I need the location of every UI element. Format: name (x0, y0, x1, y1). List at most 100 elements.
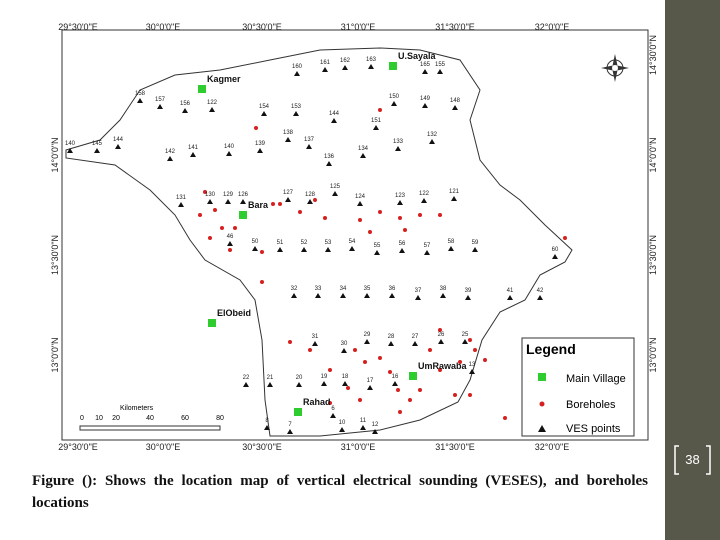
ves-label: 21 (267, 375, 274, 381)
ves-label: 156 (180, 101, 191, 107)
ves-point (293, 111, 299, 116)
ves-point (326, 161, 332, 166)
village (198, 85, 206, 93)
ves-label: 141 (188, 145, 199, 151)
ves-label: 139 (255, 141, 266, 147)
ves-point (360, 425, 366, 430)
ves-point (227, 241, 233, 246)
region-boundary (65, 47, 573, 437)
ves-label: 32 (291, 286, 298, 292)
ves-point (389, 293, 395, 298)
borehole (408, 398, 412, 402)
legend-box (521, 337, 635, 437)
right-coord: 14°0'0"N (648, 137, 658, 172)
borehole (428, 348, 432, 352)
village (409, 372, 417, 380)
ves-point (360, 153, 366, 158)
ves-label: 142 (165, 149, 176, 155)
ves-point (373, 125, 379, 130)
ves-point (438, 339, 444, 344)
ves-point (190, 152, 196, 157)
ves-label: 19 (321, 374, 328, 380)
bottom-coord: 29°30'0"E (58, 442, 98, 452)
ves-label: 137 (304, 137, 315, 143)
ves-label: 17 (367, 378, 374, 384)
ves-point (364, 293, 370, 298)
ves-label: 8 (265, 418, 269, 424)
ves-label: 12 (372, 422, 379, 428)
borehole (203, 190, 207, 194)
village-label: ElObeid (217, 308, 251, 318)
ves-label: 26 (438, 332, 445, 338)
ves-point (257, 148, 263, 153)
ves-point (451, 196, 457, 201)
ves-label: 11 (360, 418, 367, 424)
ves-label: 145 (92, 141, 103, 147)
ves-point (307, 199, 313, 204)
ves-label: 56 (399, 241, 406, 247)
ves-label: 33 (315, 286, 322, 292)
scale-tick: 20 (112, 415, 120, 422)
ves-label: 158 (135, 91, 146, 97)
ves-point (397, 200, 403, 205)
borehole (363, 360, 367, 364)
ves-label: 130 (205, 192, 216, 198)
ves-point (182, 108, 188, 113)
ves-point (412, 341, 418, 346)
borehole (468, 393, 472, 397)
ves-label: 162 (340, 58, 351, 64)
ves-point (301, 247, 307, 252)
legend-village-icon (538, 373, 546, 381)
bottom-coord: 30°0'0"E (146, 442, 181, 452)
ves-label: 29 (364, 332, 371, 338)
borehole (378, 210, 382, 214)
left-coord: 13°0'0"N (50, 337, 60, 372)
borehole (260, 280, 264, 284)
village-label: Bara (248, 200, 269, 210)
ves-label: 36 (389, 286, 396, 292)
ves-label: 31 (312, 334, 319, 340)
ves-point (252, 246, 258, 251)
borehole (328, 401, 332, 405)
ves-point (448, 246, 454, 251)
borehole (328, 368, 332, 372)
legend-borehole-icon (539, 401, 545, 407)
borehole (254, 126, 258, 130)
ves-label: 148 (450, 98, 461, 104)
borehole (278, 202, 282, 206)
page-number: 38 (685, 452, 699, 467)
top-coord: 31°30'0"E (435, 22, 475, 32)
legend-item: Main Village (566, 373, 626, 385)
village-label: U.Sayala (398, 51, 437, 61)
ves-point (296, 382, 302, 387)
scale-title: Kilometers (120, 405, 154, 412)
ves-point (226, 151, 232, 156)
borehole (358, 398, 362, 402)
ves-point (469, 369, 475, 374)
scale-tick: 0 (80, 415, 84, 422)
borehole (438, 328, 442, 332)
caption: Figure (): Shows the location map of ver… (32, 473, 648, 511)
ves-label: 46 (227, 234, 234, 240)
ves-label: 22 (243, 375, 250, 381)
ves-point (94, 148, 100, 153)
village (389, 62, 397, 70)
ves-point (537, 295, 543, 300)
borehole (228, 248, 232, 252)
ves-point (357, 201, 363, 206)
ves-point (306, 144, 312, 149)
borehole (378, 108, 382, 112)
bottom-coord: 30°30'0"E (242, 442, 282, 452)
ves-label: 10 (339, 420, 346, 426)
ves-label: 122 (419, 191, 430, 197)
ves-label: 127 (283, 190, 294, 196)
borehole (398, 410, 402, 414)
ves-label: 20 (296, 375, 303, 381)
ves-label: 140 (65, 141, 76, 147)
ves-point (372, 429, 378, 434)
ves-label: 37 (415, 288, 422, 294)
ves-label: 133 (393, 139, 404, 145)
ves-label: 50 (252, 239, 259, 245)
ves-label: 155 (435, 62, 446, 68)
ves-label: 140 (224, 144, 235, 150)
